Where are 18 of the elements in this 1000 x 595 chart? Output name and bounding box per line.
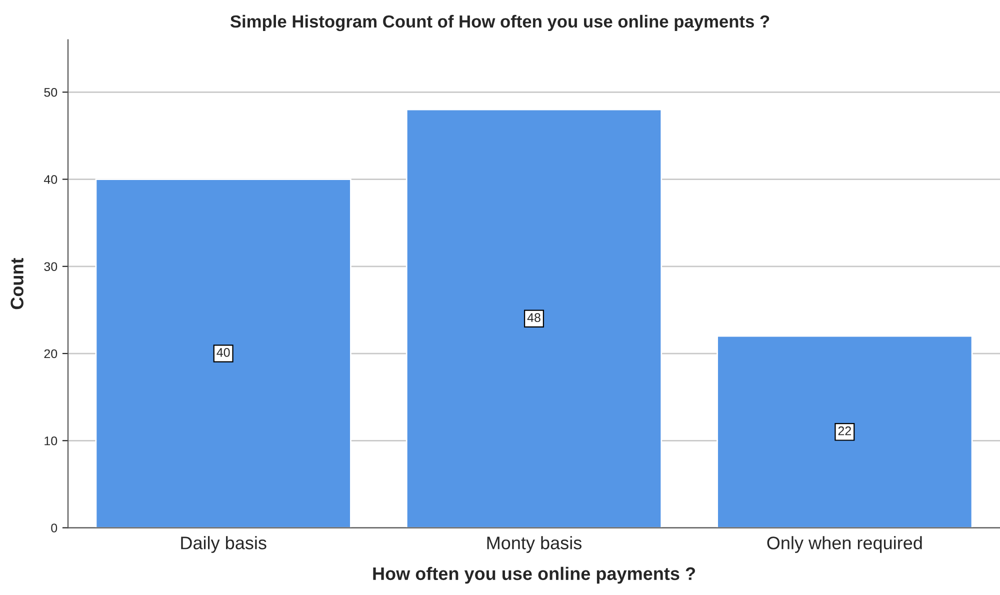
- bar: [406, 108, 662, 528]
- y-tick-label: 50: [44, 88, 58, 97]
- data-label: 40: [216, 348, 230, 357]
- y-tick-label: 40: [44, 175, 58, 184]
- x-tick-label: Only when required: [767, 536, 922, 553]
- y-tick-label: 0: [51, 524, 58, 532]
- y-tick-label: 20: [44, 349, 58, 358]
- x-tick-label: Monty basis: [487, 536, 582, 553]
- x-axis-title: How often you use online payments ?: [373, 566, 695, 584]
- chart-title: Simple Histogram Count of How often you use online payments ?: [230, 14, 770, 32]
- y-tick-label: 30: [44, 262, 58, 272]
- y-tick-label: 10: [44, 436, 58, 446]
- x-tick-label: Daily basis: [181, 536, 266, 553]
- y-axis-title: Count: [10, 258, 24, 310]
- bar: [95, 178, 352, 528]
- data-label: 22: [838, 426, 851, 436]
- data-label: 48: [527, 313, 540, 322]
- bar: [716, 335, 973, 528]
